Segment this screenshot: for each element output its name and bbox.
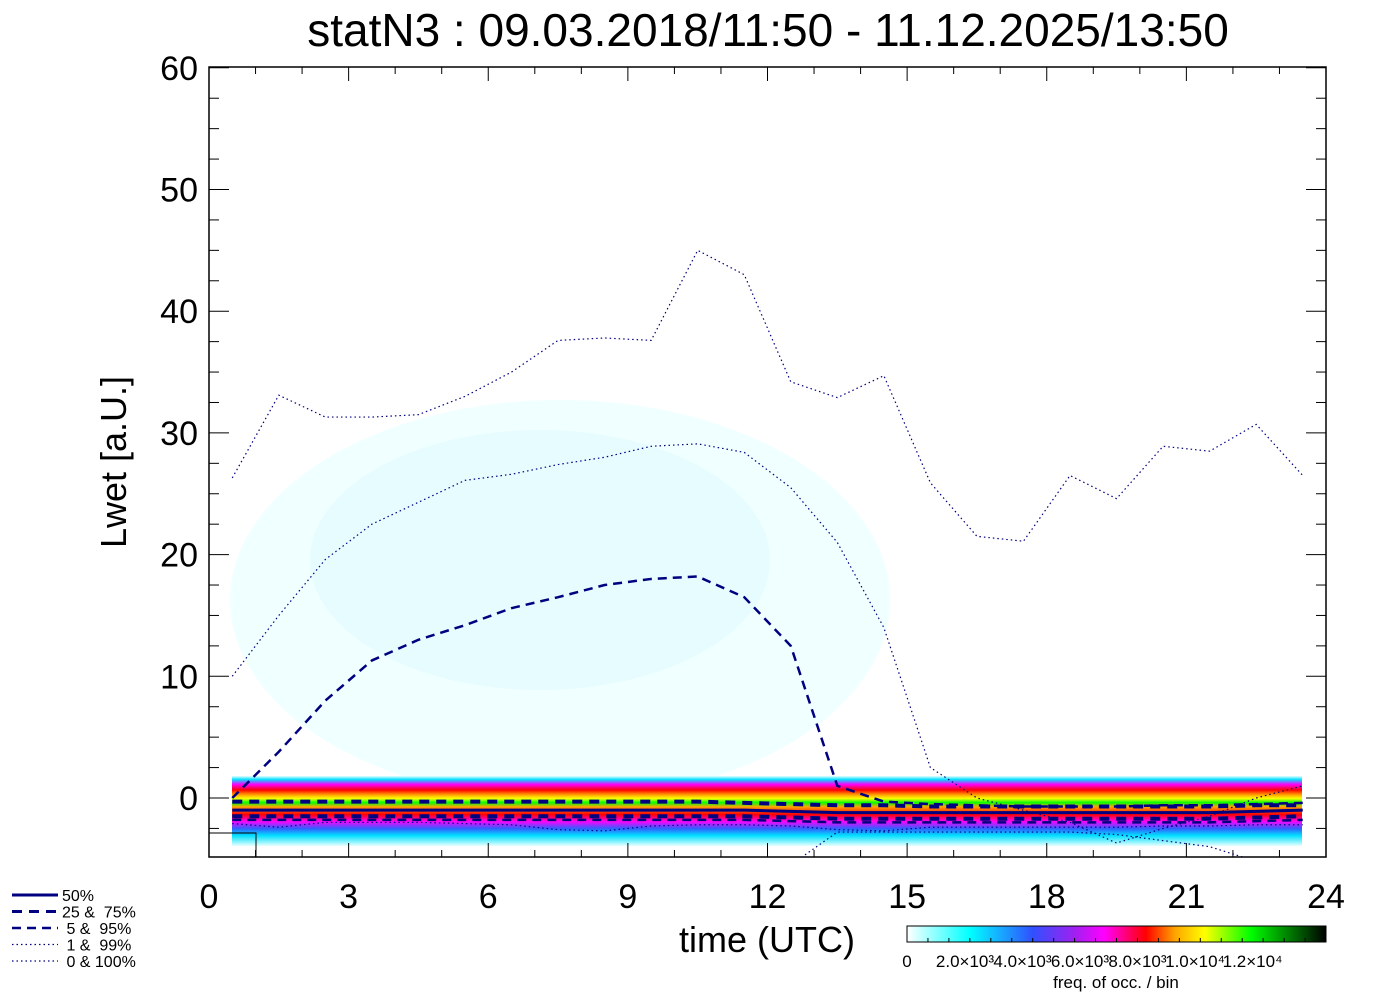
colorbar-tick-label: 2.0×10³: [936, 952, 994, 971]
legend-label: 1 & 99%: [62, 938, 131, 955]
y-tick-label: 40: [160, 293, 198, 331]
series-line-50pct: [232, 808, 1303, 815]
series-line-25pct: [232, 814, 1303, 821]
legend: 50%25 & 75% 5 & 95% 1 & 99% 0 & 100%: [12, 888, 136, 971]
chart-title: statN3 : 09.03.2018/11:50 - 11.12.2025/1…: [307, 4, 1229, 56]
y-tick-label: 20: [160, 537, 198, 575]
x-tick-label: 24: [1307, 878, 1345, 916]
y-tick-label: 60: [160, 50, 198, 88]
x-tick-label: 0: [200, 878, 219, 916]
x-tick-label: 3: [339, 878, 358, 916]
x-tick-label: 12: [749, 878, 787, 916]
colorbar-label: freq. of occ. / bin: [1053, 973, 1179, 992]
colorbar-tick-label: 8.0×10³: [1108, 952, 1166, 971]
series-line-75pct: [232, 799, 1303, 809]
x-axis-label: time (UTC): [679, 919, 855, 960]
x-tick-label: 18: [1028, 878, 1066, 916]
colorbar-tick-label: 0: [902, 952, 911, 971]
series-line-99pct: [231, 443, 1303, 844]
y-tick-label: 30: [160, 415, 198, 453]
y-tick-label: 10: [160, 658, 198, 696]
y-tick-label: 0: [179, 780, 198, 818]
corner-marker: [209, 832, 257, 857]
colorbar-tick-label: 6.0×10³: [1051, 952, 1109, 971]
x-tick-label: 9: [618, 878, 637, 916]
series-line-95pct: [231, 575, 1303, 808]
legend-label: 50%: [62, 888, 94, 905]
x-tick-label: 15: [888, 878, 926, 916]
x-tick-label: 21: [1167, 878, 1205, 916]
plot-area: [230, 400, 1302, 846]
y-tick-label: 50: [160, 172, 198, 210]
legend-label: 0 & 100%: [62, 954, 136, 971]
y-axis-label: Lwet [a.U.]: [93, 376, 134, 548]
series-line-5pct: [232, 818, 1303, 824]
legend-label: 25 & 75%: [62, 905, 136, 922]
colorbar-tick-label: 1.0×10⁴: [1165, 952, 1225, 971]
x-tick-label: 6: [479, 878, 498, 916]
heatmap-low-density-core: [310, 430, 770, 690]
colorbar-tick-label: 1.2×10⁴: [1223, 952, 1283, 971]
series-line-1pct: [232, 821, 1303, 832]
legend-label: 5 & 95%: [62, 921, 131, 938]
colorbar-tick-label: 4.0×10³: [993, 952, 1051, 971]
